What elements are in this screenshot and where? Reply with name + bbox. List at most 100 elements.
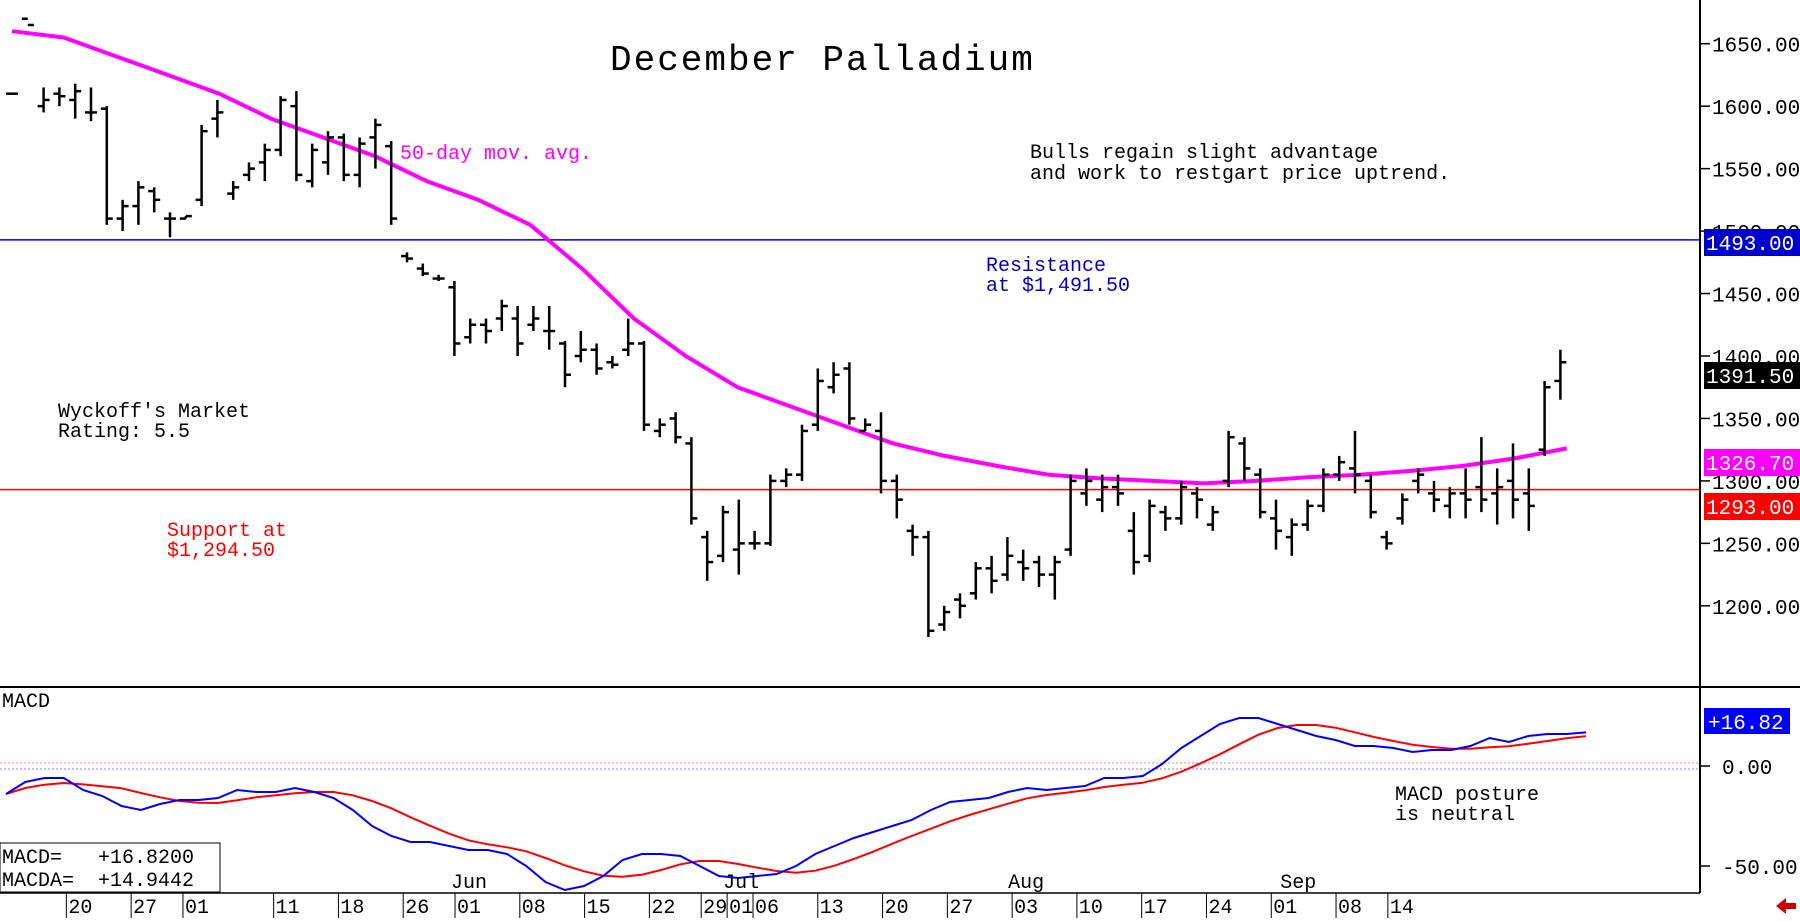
date-tick-label: 22 <box>651 897 675 920</box>
scroll-left-arrow-icon[interactable] <box>1776 898 1796 914</box>
commentary-line-1: Bulls regain slight advantage <box>1030 142 1378 165</box>
date-axis: 20 27 01 11 18 26 01 08 15 22 29 01 06 13 20 27 03 10 17 24… <box>65 872 1414 920</box>
ohlc-bar <box>764 474 777 546</box>
price-axis-ticks: 1200.001250.001300.001350.001400.001450.… <box>1700 36 1800 621</box>
ohlc-bar <box>859 418 872 433</box>
support-label-2: $1,294.50 <box>167 540 275 563</box>
resistance-label-1: Resistance <box>986 255 1106 278</box>
ohlc-bar <box>638 341 650 431</box>
ohlc-bar <box>796 424 808 481</box>
price-tick-label: 1450.00 <box>1712 286 1800 309</box>
reference-lines <box>0 239 1700 491</box>
ohlc-bar <box>1333 455 1346 481</box>
ohlc-bar <box>290 91 303 182</box>
month-label: Aug <box>1008 872 1044 895</box>
ohlc-bar <box>369 118 382 169</box>
ohlc-bar <box>875 412 887 494</box>
ohlc-bar <box>827 362 840 394</box>
ohlc-bar <box>527 306 540 332</box>
ohlc-bar <box>1096 474 1109 513</box>
ohlc-bar <box>717 505 729 563</box>
ohlc-bar <box>1222 430 1235 488</box>
ohlc-bar <box>322 131 334 175</box>
ohlc-bar <box>1112 474 1124 506</box>
date-tick-label: 20 <box>68 897 92 920</box>
ohlc-bar <box>1507 443 1519 519</box>
ohlc-bar <box>732 499 745 575</box>
ohlc-bar <box>195 124 208 207</box>
resistance-label-2: at $1,491.50 <box>986 275 1130 298</box>
ohlc-bar <box>590 343 603 375</box>
ohlc-bar <box>1317 468 1330 513</box>
date-tick-label: 13 <box>820 897 844 920</box>
date-tick-label: 06 <box>755 897 779 920</box>
ohlc-bar <box>938 605 951 631</box>
date-tick-label: 11 <box>276 897 300 920</box>
ohlc-bar <box>1412 468 1425 494</box>
ohlc-bar <box>1048 555 1061 600</box>
ohlc-bar <box>922 530 935 638</box>
chart-title: December Palladium <box>610 40 1035 81</box>
ohlc-bar <box>480 318 492 344</box>
ohlc-bar <box>164 212 176 238</box>
ohlc-bar <box>85 87 97 122</box>
macd-tick-label: 0.00 <box>1722 758 1772 781</box>
ohlc-bar <box>811 368 824 431</box>
ohlc-bar <box>701 530 714 581</box>
svg-text:1293.00: 1293.00 <box>1706 498 1794 521</box>
ohlc-bar <box>495 299 508 332</box>
ohlc-bar <box>1254 468 1267 519</box>
ohlc-bar <box>559 341 571 388</box>
price-bars <box>6 17 1567 638</box>
date-tick-label: 27 <box>133 897 157 920</box>
date-tick-label: 01 <box>729 897 753 920</box>
ohlc-bar <box>1443 487 1456 519</box>
ohlc-bar <box>780 468 793 488</box>
price-tick-label: 1600.00 <box>1712 98 1800 121</box>
date-tick-label: 03 <box>1014 897 1038 920</box>
price-tick-label: 1350.00 <box>1712 410 1800 433</box>
macd-badge: +16.82 <box>1704 708 1790 736</box>
macd-readout: MACD= +16.8200 MACDA= +14.9442 <box>0 842 221 893</box>
macd-readout-value: MACD= +16.8200 <box>2 847 194 870</box>
ohlc-bar <box>890 474 903 519</box>
ohlc-bar <box>179 214 192 220</box>
ohlc-bar <box>985 555 998 594</box>
ohlc-bar <box>843 362 856 425</box>
ohlc-bar <box>132 181 145 225</box>
price-tick-label: 1550.00 <box>1712 161 1800 184</box>
ohlc-bar <box>306 143 319 188</box>
ohlc-bar <box>258 143 271 182</box>
ohlc-bar <box>1175 480 1188 525</box>
price-tick-label: 1250.00 <box>1712 535 1800 558</box>
ohlc-bar <box>1349 430 1361 494</box>
ohlc-bar <box>53 87 66 107</box>
ohlc-bar <box>606 355 619 369</box>
date-tick-label: 24 <box>1208 897 1232 920</box>
ohlc-bar <box>653 418 666 438</box>
resistance-badge: 1493.00 <box>1704 229 1800 257</box>
date-tick-label: 14 <box>1390 897 1414 920</box>
ohlc-bar <box>1017 549 1030 581</box>
ohlc-bar <box>243 162 255 182</box>
macd-note-1: MACD posture <box>1395 784 1539 807</box>
svg-text:+16.82: +16.82 <box>1708 713 1784 736</box>
ohlc-bar <box>1270 499 1282 550</box>
ohlc-bar <box>116 199 129 232</box>
ohlc-bar <box>1491 468 1504 525</box>
ohlc-bar <box>1538 380 1551 456</box>
svg-text:1326.70: 1326.70 <box>1706 454 1794 477</box>
ohlc-bar <box>1159 505 1172 531</box>
ma-label: 50-day mov. avg. <box>400 143 592 166</box>
ohlc-bar <box>1206 505 1219 531</box>
svg-text:1391.50: 1391.50 <box>1706 367 1794 390</box>
commentary-line-2: and work to restgart price uptrend. <box>1030 163 1450 186</box>
ohlc-bar <box>1064 474 1077 556</box>
date-tick-label: 01 <box>1273 897 1297 920</box>
moving-average-layer <box>11 29 1568 486</box>
ohlc-bar <box>685 437 698 525</box>
ohlc-bar <box>353 137 366 188</box>
macd-signal-line <box>5 724 1587 878</box>
